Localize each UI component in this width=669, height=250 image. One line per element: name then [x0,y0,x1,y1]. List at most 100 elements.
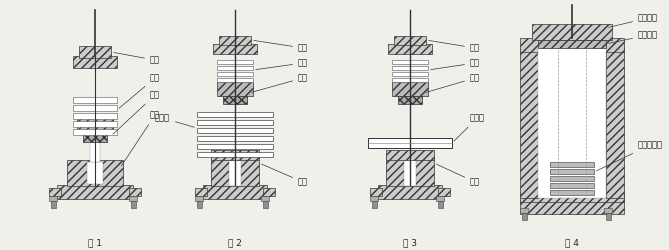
Text: 图 2: 图 2 [228,238,242,247]
Text: 轴封: 轴封 [254,40,308,52]
Bar [217,66,253,70]
Bar [217,82,253,96]
Bar [229,160,241,186]
Bar [606,48,624,198]
Bar [520,48,538,198]
Text: 轴封: 轴封 [114,52,160,64]
Bar [129,196,137,201]
Bar [87,162,103,184]
Bar [438,201,442,208]
Bar [67,160,123,186]
Bar [73,113,117,119]
Text: 填料: 填料 [252,74,308,92]
Bar [50,201,56,208]
Bar [436,196,444,201]
Bar [195,196,203,201]
Text: 隔热板: 隔热板 [454,114,485,141]
Bar [538,40,606,48]
Bar [197,201,201,208]
Bar [550,190,594,195]
Text: 填料: 填料 [427,74,480,92]
Bar [73,97,117,103]
Bar [130,201,136,208]
Bar [378,185,442,199]
Bar [392,60,428,64]
Bar [368,138,452,148]
Bar [398,96,422,104]
Bar [73,56,117,68]
Text: 阀盖: 阀盖 [122,110,160,166]
Bar [392,66,428,70]
Bar [83,132,107,142]
Text: 图 3: 图 3 [403,238,417,247]
Bar [532,24,612,40]
Bar [261,196,269,201]
Bar [520,38,624,52]
Bar [217,60,253,64]
Bar [197,128,273,133]
Text: 填料: 填料 [113,90,160,134]
Bar [550,183,594,188]
Bar [386,150,434,160]
Bar [90,130,100,162]
Text: 弹簧: 弹簧 [431,58,480,70]
Bar [538,48,606,198]
Text: 弹簧: 弹簧 [119,74,160,108]
Bar [386,158,434,186]
Bar [197,120,273,125]
Text: 阀盖: 阀盖 [436,164,480,186]
Bar [550,169,594,174]
Bar [392,82,428,96]
Bar [550,162,594,167]
Bar [370,188,382,196]
Bar [73,121,117,127]
Text: 图 4: 图 4 [565,238,579,247]
Bar [197,136,273,141]
Bar [394,36,426,45]
Bar [77,118,113,132]
Bar [392,72,428,76]
Bar [195,188,207,196]
Bar [262,201,268,208]
Bar [438,188,450,196]
Bar [197,152,273,157]
Text: 弹簧: 弹簧 [256,58,308,70]
Bar [211,158,259,186]
Bar [49,196,57,201]
Bar [217,78,253,82]
Text: 阀盖: 阀盖 [262,164,308,186]
Text: 图 1: 图 1 [88,238,102,247]
Bar [49,188,61,196]
Bar [520,208,528,213]
Bar [217,72,253,76]
Bar [605,213,611,220]
Bar [73,105,117,111]
Bar [392,78,428,82]
Text: 波纹管组件: 波纹管组件 [597,140,663,171]
Bar [388,44,432,54]
Bar [129,188,141,196]
Bar [219,36,251,45]
Bar [404,160,416,186]
Bar [550,176,594,181]
Bar [197,112,273,117]
Bar [213,44,257,54]
Bar [370,196,378,201]
Bar [371,201,377,208]
Bar [522,213,527,220]
Bar [604,208,612,213]
Text: 四氟垫圈: 四氟垫圈 [609,30,658,44]
Bar [211,150,259,160]
Bar [520,192,624,202]
Bar [263,188,275,196]
Bar [203,185,267,199]
Bar [197,144,273,149]
Text: 散热片: 散热片 [155,114,194,127]
Bar [79,46,111,58]
Text: 轴封: 轴封 [429,40,480,52]
Text: 螺纹压环: 螺纹压环 [609,14,658,27]
Bar [57,185,133,199]
Bar [520,200,624,214]
Bar [223,96,247,104]
Bar [73,129,117,135]
